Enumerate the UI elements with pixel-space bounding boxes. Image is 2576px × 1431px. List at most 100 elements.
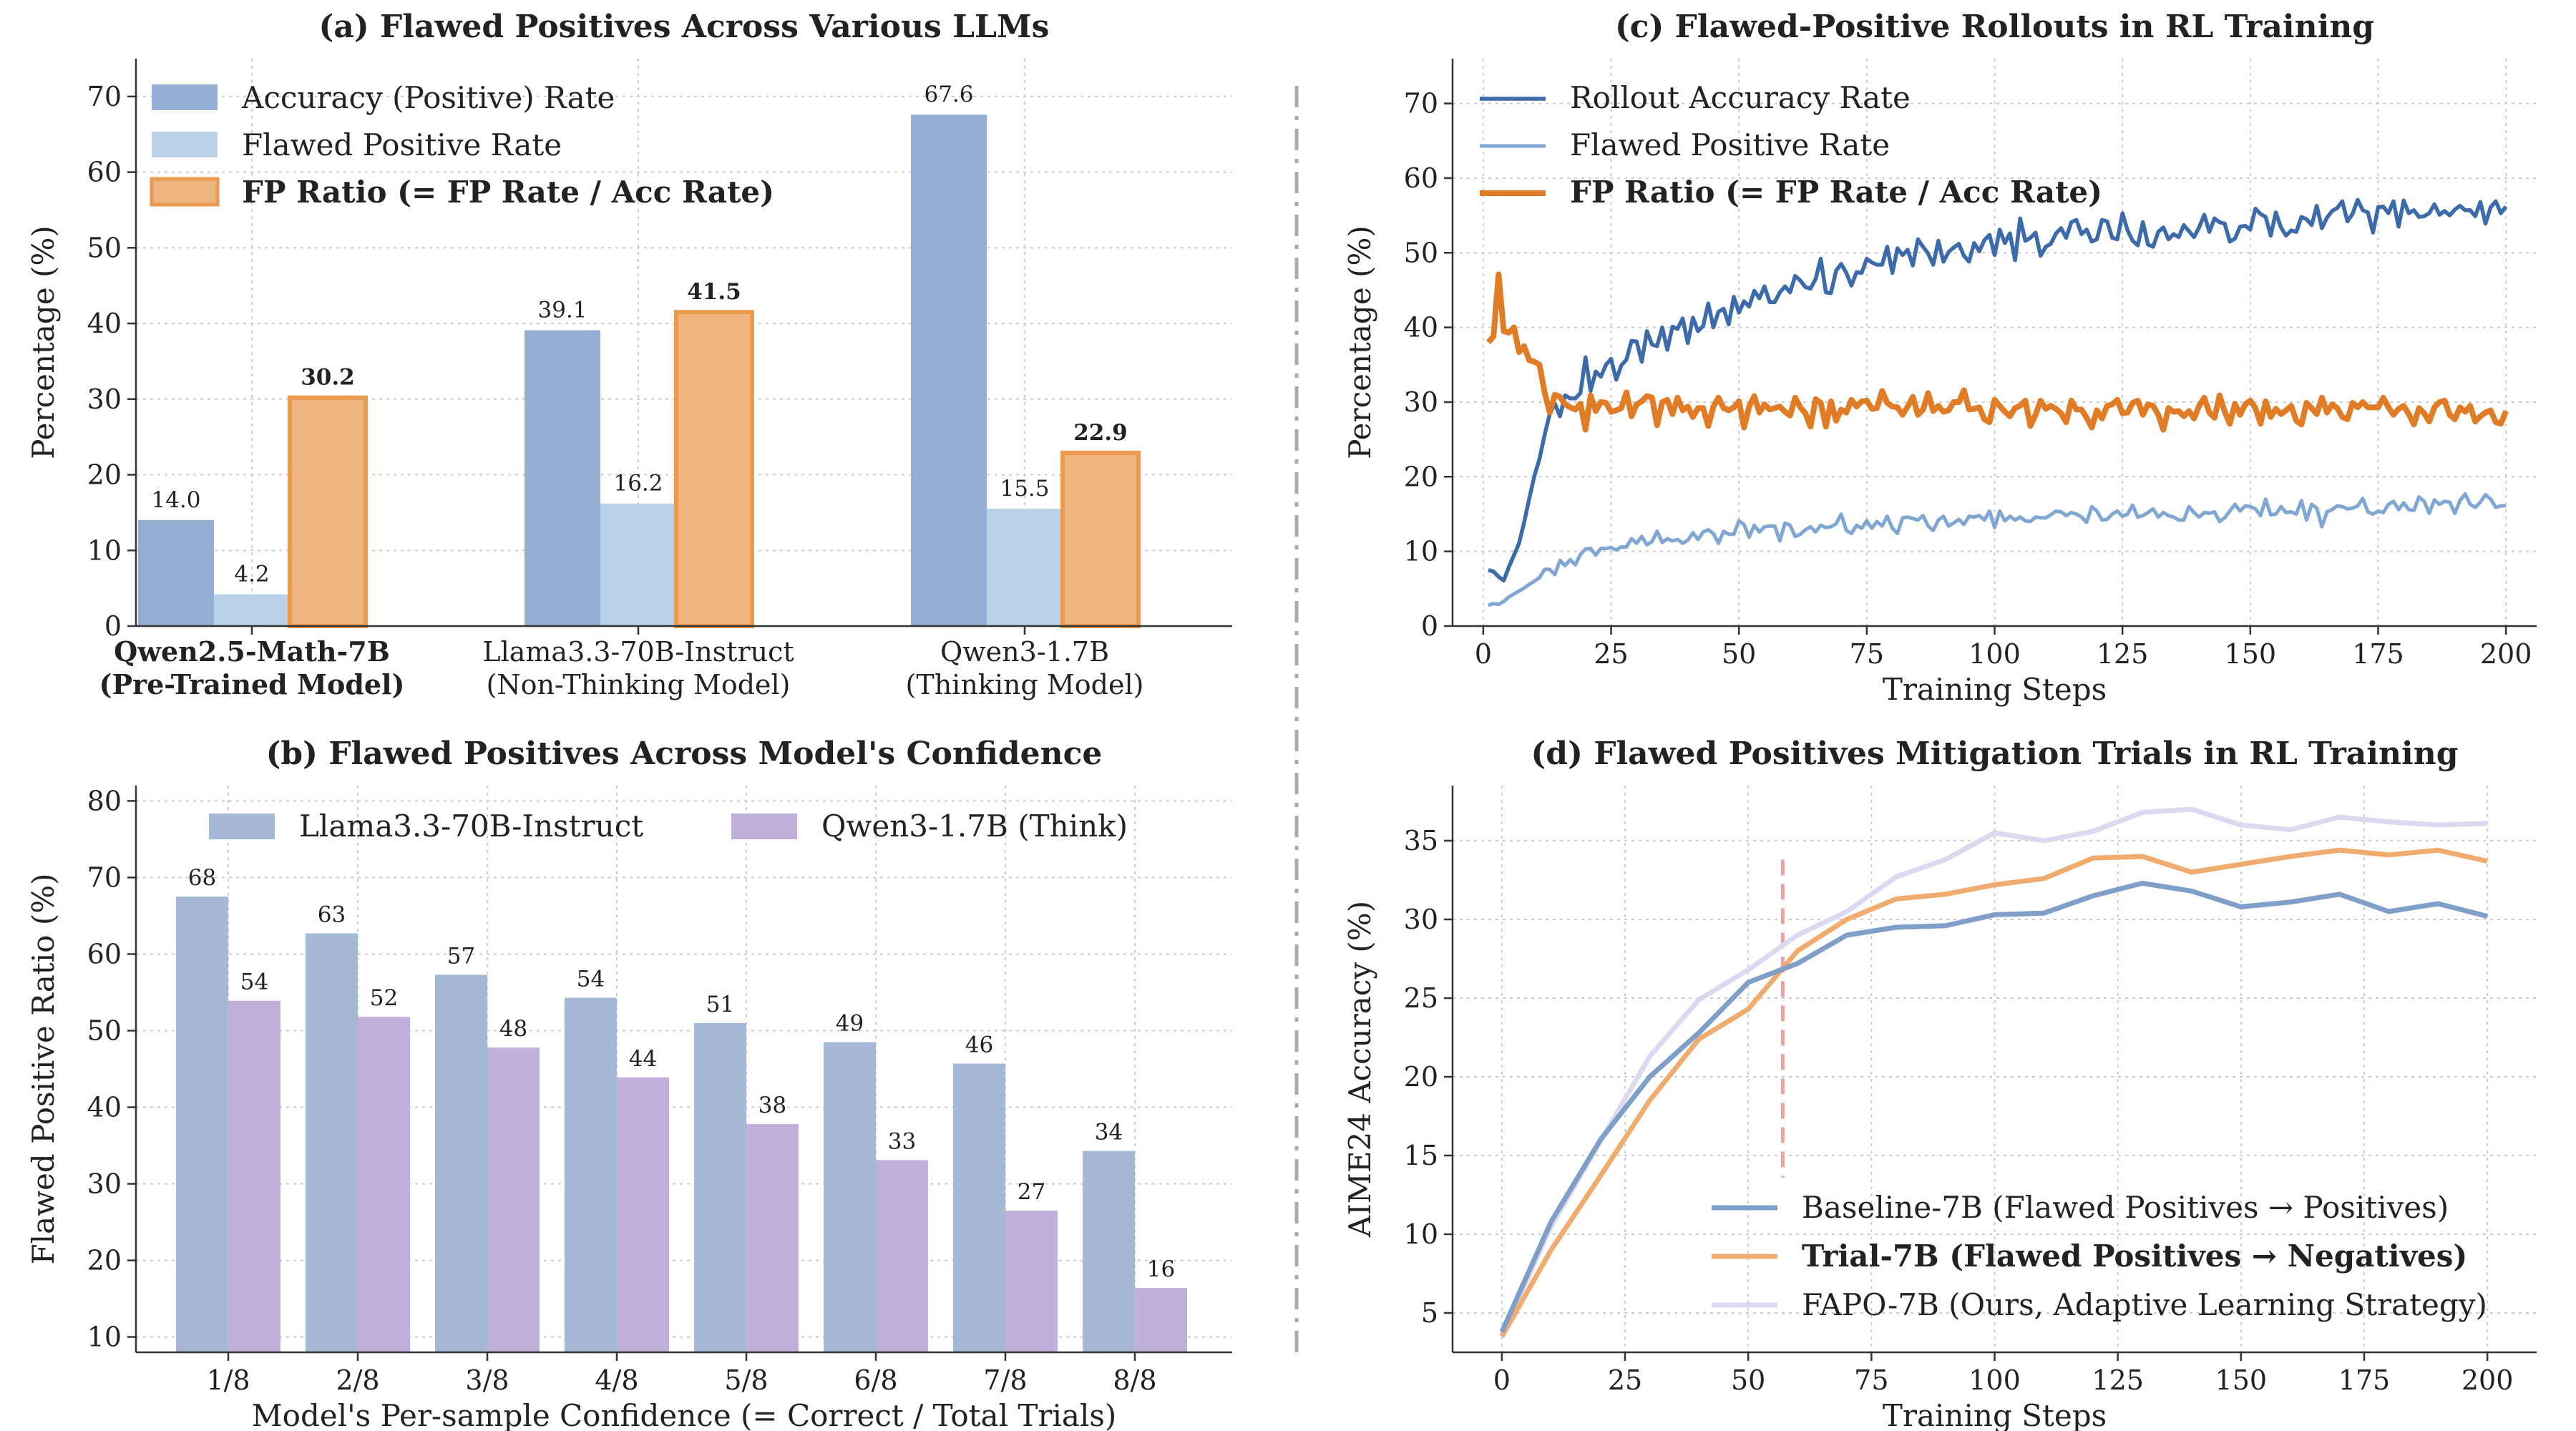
y-tick-label: 50 xyxy=(87,1015,122,1046)
x-tick-label: Qwen2.5-Math-7B xyxy=(114,635,390,668)
x-tick-label: 50 xyxy=(1722,638,1756,670)
x-tick-label: 175 xyxy=(2352,638,2404,670)
series-line-2 xyxy=(1499,806,2488,1337)
bar-value-label: 14.0 xyxy=(151,487,200,513)
bar-0-0 xyxy=(138,519,214,626)
bar-value-label: 38 xyxy=(758,1093,786,1118)
x-tick-label: Qwen3-1.7B xyxy=(940,636,1109,668)
y-tick-label: 30 xyxy=(87,1168,122,1200)
legend-label: Llama3.3-70B-Instruct xyxy=(299,809,643,844)
y-tick-label: 20 xyxy=(1404,461,1438,492)
y-tick-label: 15 xyxy=(1404,1140,1438,1171)
y-tick-label: 10 xyxy=(87,534,122,566)
x-axis-label: Model's Per-sample Confidence (= Correct… xyxy=(252,1398,1117,1431)
series-line-0 xyxy=(1499,880,2488,1333)
legend-swatch xyxy=(731,814,797,839)
bar-value-label: 4.2 xyxy=(234,562,269,587)
legend-swatch xyxy=(150,177,220,207)
y-tick-label: 70 xyxy=(87,861,122,893)
x-tick-label: 5/8 xyxy=(724,1364,768,1396)
x-tick-label: 4/8 xyxy=(595,1364,638,1396)
bar-value-label: 27 xyxy=(1018,1179,1045,1205)
bar-1-1 xyxy=(600,503,676,626)
x-tick-label: (Thinking Model) xyxy=(906,669,1144,700)
bar-value-label: 33 xyxy=(888,1128,916,1154)
x-tick-label: 100 xyxy=(1968,1364,2021,1396)
x-tick-label: 75 xyxy=(1850,638,1884,670)
y-tick-label: 60 xyxy=(87,157,122,188)
y-tick-label: 50 xyxy=(1404,237,1438,268)
bar-0-7 xyxy=(1083,1151,1135,1352)
bar-value-label: 68 xyxy=(188,865,216,891)
bar-value-label: 46 xyxy=(965,1032,993,1058)
series-line-1 xyxy=(1488,492,2507,607)
legend-label: Trial-7B (Flawed Positives → Negatives) xyxy=(1802,1239,2467,1274)
y-tick-label: 10 xyxy=(87,1322,122,1353)
bar-1-2 xyxy=(987,509,1063,626)
bar-0-3 xyxy=(565,997,617,1352)
series-line-0 xyxy=(1488,197,2508,583)
panel-d: 5 10 15 20 25 30 35 (d) Flawed Positives Mitiga… xyxy=(1342,736,2537,1431)
x-tick-label: 75 xyxy=(1854,1364,1888,1396)
bar-1-5 xyxy=(876,1160,928,1352)
x-tick-label: 200 xyxy=(2480,638,2532,670)
bar-1-0 xyxy=(214,594,290,626)
legend-label: FP Ratio (= FP Rate / Acc Rate) xyxy=(1570,175,2102,210)
x-tick-label: 125 xyxy=(2092,1364,2144,1396)
bar-0-0 xyxy=(176,897,228,1352)
legend-label: Accuracy (Positive) Rate xyxy=(241,80,615,115)
legend-label: Baseline-7B (Flawed Positives → Positive… xyxy=(1802,1190,2449,1225)
x-axis-label: Training Steps xyxy=(1883,1398,2107,1431)
y-tick-label: 30 xyxy=(1404,386,1438,418)
y-tick-label: 35 xyxy=(1404,825,1438,856)
y-tick-label: 25 xyxy=(1404,982,1438,1014)
y-tick-label: 20 xyxy=(87,1245,122,1276)
bar-1-2 xyxy=(487,1047,540,1352)
legend-label: Flawed Positive Rate xyxy=(242,127,562,162)
bar-0-1 xyxy=(525,330,600,626)
x-tick-label: 25 xyxy=(1594,638,1628,670)
panel-b: 10 20 30 40 50 60 70 80 (b) Flawed Positives Acr… xyxy=(26,736,1232,1431)
bar-value-label: 16 xyxy=(1147,1256,1175,1282)
bar-value-label: 16.2 xyxy=(613,471,663,497)
bar-value-label: 63 xyxy=(318,902,346,928)
bar-1-3 xyxy=(617,1077,669,1352)
chart-title: (c) Flawed-Positive Rollouts in RL Train… xyxy=(1615,9,2374,45)
legend-label: Qwen3-1.7B (Think) xyxy=(821,809,1128,844)
x-tick-label: 175 xyxy=(2338,1364,2391,1396)
chart-title: (a) Flawed Positives Across Various LLMs xyxy=(319,9,1050,45)
y-tick-label: 70 xyxy=(1404,88,1438,119)
x-tick-label: Llama3.3-70B-Instruct xyxy=(482,636,794,668)
y-tick-label: 10 xyxy=(1404,1218,1438,1250)
panel-a: 0 10 20 30 40 50 60 70 (a) Flawed Positives Acro… xyxy=(26,9,1232,700)
bar-1-7 xyxy=(1135,1288,1187,1352)
bar-value-label: 48 xyxy=(499,1016,527,1042)
bar-value-label: 54 xyxy=(577,966,605,992)
bar-1-6 xyxy=(1005,1211,1058,1352)
y-tick-label: 10 xyxy=(1404,536,1438,567)
bar-0-6 xyxy=(953,1063,1005,1352)
bar-1-4 xyxy=(746,1124,799,1352)
x-tick-label: 150 xyxy=(2215,1364,2268,1396)
x-tick-label: 6/8 xyxy=(854,1364,897,1396)
bar-value-label: 22.9 xyxy=(1073,420,1128,446)
bar-0-2 xyxy=(911,114,987,626)
legend-label: Flawed Positive Rate xyxy=(1570,127,1890,162)
y-axis-label: AIME24 Accuracy (%) xyxy=(1342,901,1377,1238)
y-tick-label: 20 xyxy=(1404,1061,1438,1093)
y-tick-label: 40 xyxy=(87,1092,122,1123)
legend-swatch xyxy=(152,84,218,110)
x-tick-label: 0 xyxy=(1475,638,1492,670)
x-tick-label: 3/8 xyxy=(465,1364,509,1396)
y-tick-label: 40 xyxy=(87,308,122,339)
x-tick-label: 150 xyxy=(2225,638,2277,670)
bar-value-label: 49 xyxy=(836,1011,864,1037)
x-axis-label: Training Steps xyxy=(1883,672,2107,707)
bar-value-label: 34 xyxy=(1095,1120,1123,1146)
legend-label: FAPO-7B (Ours, Adaptive Learning Strateg… xyxy=(1802,1287,2487,1322)
bar-1-1 xyxy=(358,1017,410,1352)
y-axis-label: Percentage (%) xyxy=(26,225,61,459)
x-tick-label: 125 xyxy=(2097,638,2149,670)
bar-0-2 xyxy=(435,975,487,1352)
y-tick-label: 70 xyxy=(87,81,122,112)
